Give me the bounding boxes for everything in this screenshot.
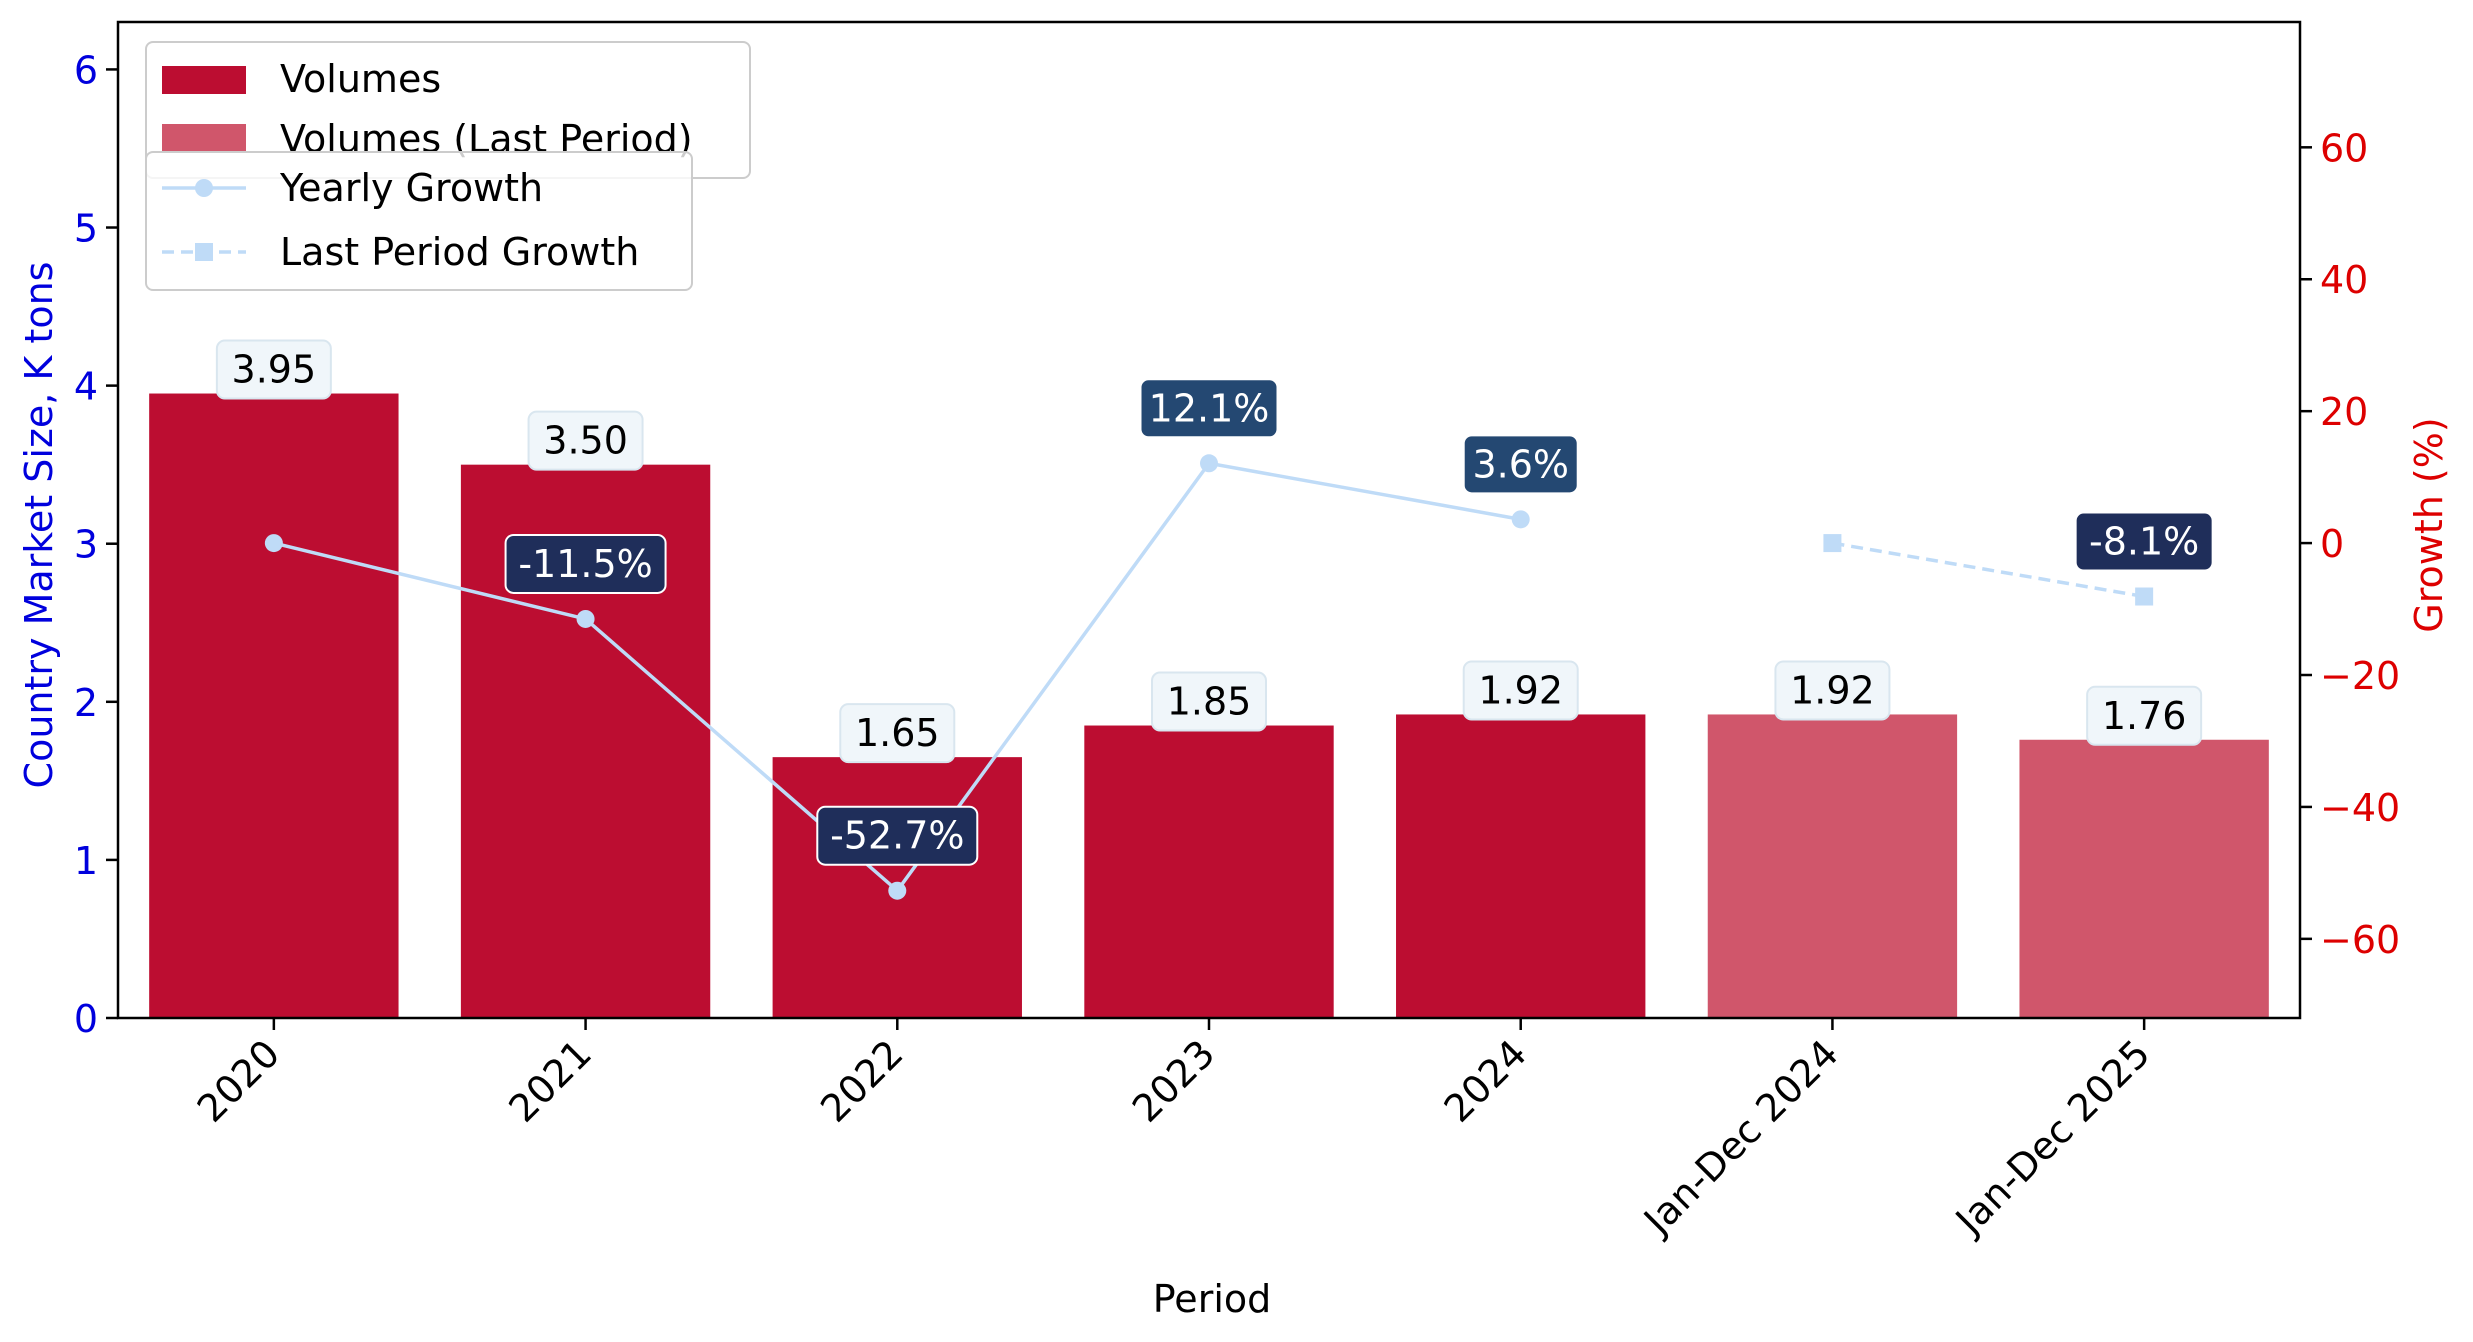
- legend-swatch: [162, 124, 246, 152]
- growth-value-label-box: [2074, 511, 2214, 572]
- bar: [1396, 714, 1646, 1018]
- bar: [2019, 739, 2269, 1018]
- growth-point: [888, 881, 907, 900]
- y-right-tick-label: −20: [2320, 654, 2400, 698]
- bar-value-label-box: [215, 339, 332, 400]
- lines-layer: [264, 454, 2154, 900]
- y-left-tick-label: 6: [74, 48, 98, 92]
- growth-point: [1200, 454, 1218, 473]
- growth-point: [2135, 587, 2154, 606]
- growth-value-label: -52.7%: [830, 814, 964, 858]
- y-left-tick-label: 1: [74, 839, 98, 883]
- y-right-tick-label: 0: [2320, 522, 2344, 566]
- growth-line: [1832, 541, 2145, 599]
- y-left-tick-label: 0: [74, 997, 98, 1041]
- bars-layer: [149, 393, 2269, 1019]
- y-right-tick-label: 20: [2320, 390, 2368, 434]
- bar-value-label-box: [1151, 671, 1267, 732]
- labels-layer: 3.95 3.50 1.65 1.85 1.92 1.92 1.76 -11.5% -52.7%…: [215, 339, 2214, 866]
- growth-value-label-box: [816, 805, 979, 866]
- bar-value-label: 1.92: [1478, 668, 1563, 712]
- bar-value-label: 1.85: [1167, 680, 1252, 724]
- x-tick-label: 2021: [500, 1031, 600, 1131]
- bar: [1707, 714, 1958, 1018]
- y-left-tick-label: 2: [74, 681, 98, 725]
- growth-point: [1823, 534, 1842, 553]
- bar-value-label-box: [527, 410, 644, 471]
- growth-value-label: 12.1%: [1149, 386, 1270, 430]
- legend-swatch: [162, 66, 246, 94]
- growth-point: [1511, 510, 1530, 529]
- x-tick-label: 2024: [1436, 1031, 1536, 1131]
- y-left-tick-label: 4: [74, 365, 98, 409]
- legend-label: Yearly Growth: [279, 166, 543, 210]
- y-right-tick-label: −40: [2320, 786, 2400, 830]
- x-tick-label: Jan-Dec 2024: [1634, 1031, 1847, 1244]
- growth-value-label: -8.1%: [2089, 520, 2199, 564]
- x-tick-label: 2022: [812, 1031, 912, 1131]
- growth-point: [576, 609, 595, 628]
- bar: [149, 393, 399, 1018]
- y-right-tick-label: 60: [2320, 126, 2368, 170]
- y-right-tick-label: −60: [2320, 918, 2400, 962]
- y-right-tick-label: 40: [2320, 258, 2368, 302]
- bar-value-label: 1.76: [2102, 694, 2187, 738]
- legend-lines-box: [145, 151, 693, 291]
- bar-value-label: 3.95: [232, 348, 317, 392]
- growth-value-label: 3.6%: [1472, 442, 1569, 486]
- legend-marker: [195, 179, 213, 197]
- bar-value-label: 1.65: [855, 711, 940, 755]
- bar-value-label-box: [1462, 660, 1579, 721]
- bar-value-label: 1.92: [1790, 668, 1875, 712]
- legend-label: Last Period Growth: [280, 230, 639, 274]
- bar-value-label-box: [2086, 685, 2203, 746]
- y-left-tick-label: 5: [74, 207, 98, 251]
- bar-value-label-box: [839, 703, 956, 764]
- y-axis-left-title: Country Market Size, K tons: [17, 262, 61, 789]
- y-left-tick-label: 3: [74, 523, 98, 567]
- growth-value-label-box: [1139, 378, 1279, 439]
- x-axis-title: Period: [1153, 1277, 1272, 1321]
- bar-value-label: 3.50: [543, 419, 628, 463]
- bar-value-label-box: [1774, 660, 1891, 721]
- x-tick-label: 2020: [189, 1031, 289, 1131]
- growth-value-label-box: [504, 533, 667, 594]
- x-tick-label: 2023: [1124, 1031, 1224, 1131]
- x-tick-label: Jan-Dec 2025: [1946, 1031, 2159, 1244]
- growth-point: [264, 534, 283, 553]
- legend-marker: [195, 243, 213, 261]
- bar: [1084, 725, 1334, 1018]
- legend-label: Volumes: [280, 57, 441, 101]
- y-axis-right-title: Growth (%): [2407, 417, 2451, 632]
- growth-value-label: -11.5%: [518, 542, 652, 586]
- growth-value-label-box: [1462, 434, 1579, 495]
